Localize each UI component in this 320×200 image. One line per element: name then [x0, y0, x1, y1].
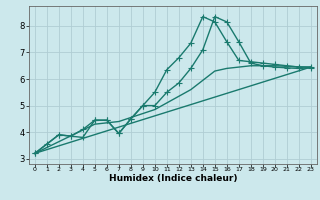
X-axis label: Humidex (Indice chaleur): Humidex (Indice chaleur) — [108, 174, 237, 183]
